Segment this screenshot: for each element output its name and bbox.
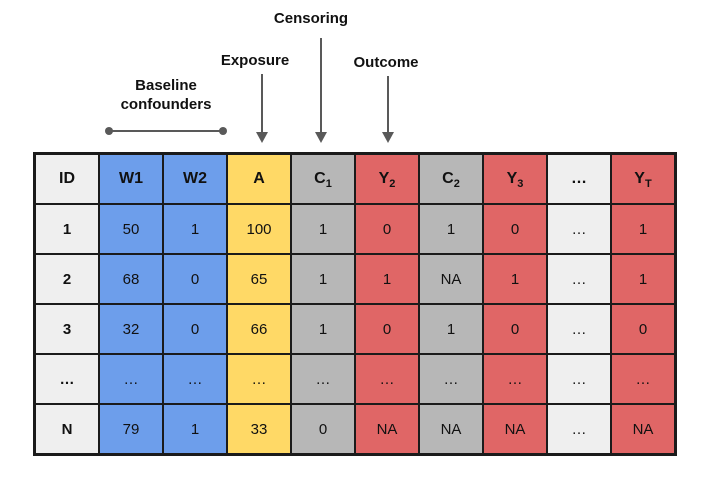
baseline-confounders-label-line1: Baseline — [135, 77, 197, 94]
table-cell: … — [546, 303, 612, 355]
column-header-subscript: 2 — [453, 178, 460, 191]
table-cell: 0 — [162, 253, 228, 305]
table-cell: 1 — [418, 303, 484, 355]
table-row: ………………………… — [33, 353, 677, 405]
table-row: 2 68 0 65 1 1 NA 1… 1 — [33, 253, 677, 305]
table-cell: 1 — [290, 303, 356, 355]
table-cell: 0 — [290, 403, 356, 456]
column-header-subscript: T — [644, 178, 652, 191]
table-cell: 0 — [354, 203, 420, 255]
column-header-subscript: 1 — [325, 178, 332, 191]
table-cell: … — [290, 353, 356, 405]
outcome-label: Outcome — [353, 54, 419, 71]
table-cell: NA — [418, 253, 484, 305]
table-cell: 3 — [33, 303, 100, 355]
table-cell: 1 — [482, 253, 548, 305]
table-row: 1 50 1 100 1 0 1 0… 1 — [33, 203, 677, 255]
table-cell: 1 — [162, 203, 228, 255]
table-body: 1 50 1 100 1 0 1 0… 1 2 68 0 65 1 1 NA 1… 1 3 32 0 66 1 0 1 0… 0……… — [33, 203, 677, 456]
table-cell: … — [354, 353, 420, 405]
table-cell: 50 — [98, 203, 164, 255]
baseline-confounders-range-icon — [105, 127, 227, 135]
table-cell: NA — [418, 403, 484, 456]
table-cell: … — [546, 203, 612, 255]
column-header-y2: Y2 — [354, 152, 420, 205]
table-cell: NA — [482, 403, 548, 456]
table-cell: … — [33, 353, 100, 405]
censoring-down-arrow-icon — [320, 38, 322, 133]
column-header-c2: C2 — [418, 152, 484, 205]
column-header-w2: W2 — [162, 152, 228, 205]
table-cell: 1 — [33, 203, 100, 255]
table-row: N 79 1 33 0 NA NA NA… NA — [33, 403, 677, 456]
table-cell: NA — [354, 403, 420, 456]
table-cell: 68 — [98, 253, 164, 305]
table-cell: … — [482, 353, 548, 405]
censoring-label: Censoring — [273, 10, 349, 27]
exposure-down-arrow-icon — [261, 74, 263, 133]
table-cell: 100 — [226, 203, 292, 255]
table-cell: … — [546, 253, 612, 305]
table-cell: 32 — [98, 303, 164, 355]
table-cell: 0 — [482, 303, 548, 355]
column-header-subscript: 3 — [517, 178, 524, 191]
table-cell: … — [98, 353, 164, 405]
table-cell: 1 — [290, 203, 356, 255]
table-cell: … — [226, 353, 292, 405]
column-header-a: A — [226, 152, 292, 205]
table-cell: 1 — [290, 253, 356, 305]
table-cell: 2 — [33, 253, 100, 305]
table-row: 3 32 0 66 1 0 1 0… 0 — [33, 303, 677, 355]
exposure-label: Exposure — [220, 52, 290, 69]
table-cell: 65 — [226, 253, 292, 305]
column-header-yt: YT — [610, 152, 677, 205]
column-header-y3: Y3 — [482, 152, 548, 205]
column-header-subscript: 2 — [389, 178, 396, 191]
table-cell: 1 — [418, 203, 484, 255]
table-cell: N — [33, 403, 100, 456]
table-cell: … — [546, 403, 612, 456]
table-cell: 0 — [482, 203, 548, 255]
outcome-down-arrow-icon — [387, 76, 389, 133]
column-header-id: ID — [33, 152, 100, 205]
baseline-confounders-label: Baseline confounders — [121, 76, 212, 114]
table-cell: 0 — [610, 303, 677, 355]
table-cell: NA — [610, 403, 677, 456]
longitudinal-data-table: ID W1 W2 A C1 Y2 C2 Y3… YT 1 50 1 100 1 0 1 0… 1 2 68 0 65 1 1… — [33, 152, 677, 456]
table-cell: 1 — [610, 203, 677, 255]
baseline-confounders-label-line2: confounders — [120, 96, 212, 113]
column-header-c1: C1 — [290, 152, 356, 205]
table-cell: 66 — [226, 303, 292, 355]
table-cell: 1 — [354, 253, 420, 305]
table-cell: … — [546, 353, 612, 405]
table-cell: 79 — [98, 403, 164, 456]
table-cell: 1 — [610, 253, 677, 305]
column-header-w1: W1 — [98, 152, 164, 205]
table-cell: … — [610, 353, 677, 405]
column-header-ellipsis: … — [546, 152, 612, 205]
table-cell: … — [418, 353, 484, 405]
table-cell: 0 — [162, 303, 228, 355]
table-cell: 0 — [354, 303, 420, 355]
table-header-row: ID W1 W2 A C1 Y2 C2 Y3… YT — [33, 152, 677, 205]
table-cell: 1 — [162, 403, 228, 456]
table-cell: … — [162, 353, 228, 405]
table-cell: 33 — [226, 403, 292, 456]
